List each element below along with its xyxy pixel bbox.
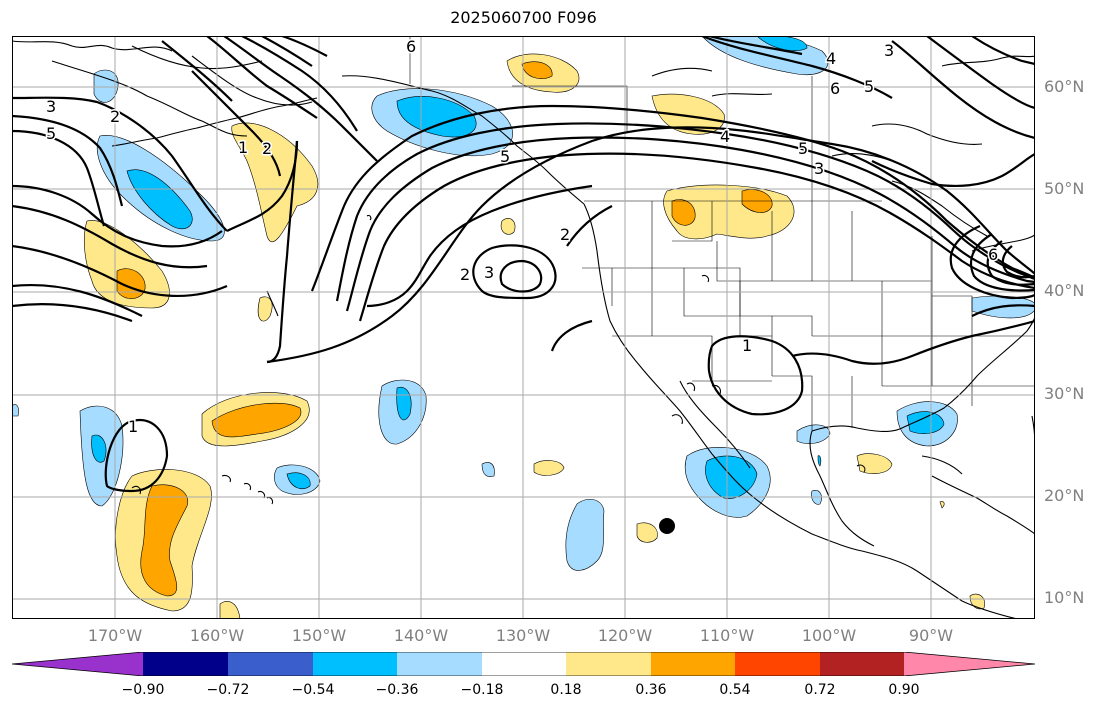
lat-label: 60°N — [1044, 77, 1085, 96]
colorbar-segment — [566, 652, 651, 676]
contour-label: 1 — [128, 417, 138, 436]
contour-label: 5 — [46, 124, 56, 143]
contour-label: 3 — [884, 41, 894, 60]
lon-label: 140°W — [393, 626, 449, 645]
colorbar-segment — [12, 652, 143, 676]
colorbar-tick: −0.72 — [206, 682, 250, 698]
colorbar-segment — [735, 652, 820, 676]
contour-label: 2 — [110, 107, 120, 126]
political-borders — [409, 36, 1035, 431]
contour-label: 1 — [742, 336, 752, 355]
contour-label: 6 — [406, 37, 416, 56]
map-panel: 6 3 5 2 1 2 5 3 2 3 2 4 4 6 5 3 5 1 1 6 — [12, 36, 1035, 619]
colorbar-tick: 0.72 — [804, 682, 836, 698]
colorbar-tick: −0.36 — [375, 682, 419, 698]
colorbar-tick: 0.54 — [719, 682, 751, 698]
anomaly-area — [969, 593, 985, 610]
anomaly-area — [140, 484, 189, 597]
anomaly-area — [817, 455, 822, 467]
contour-label: 3 — [484, 263, 494, 282]
anomaly-area — [93, 69, 119, 103]
anomaly-area — [257, 296, 273, 322]
colorbar-segment — [904, 652, 1035, 676]
anomaly-area — [671, 199, 696, 226]
colorbar-tick: −0.18 — [460, 682, 504, 698]
lon-label: 170°W — [87, 626, 143, 645]
anomaly-area — [126, 169, 193, 230]
lat-label: 30°N — [1044, 384, 1085, 403]
anomaly-area — [856, 453, 893, 474]
anomaly-area — [286, 472, 311, 489]
anomaly-area — [565, 498, 605, 571]
colorbar-segment — [397, 652, 482, 676]
anomaly-area — [796, 424, 831, 444]
colorbar-tick: 0.18 — [550, 682, 582, 698]
anomaly-area — [91, 434, 107, 463]
map-title: 2025060700 F096 — [450, 8, 597, 27]
contour-label: 2 — [560, 225, 570, 244]
colorbar — [12, 652, 1036, 676]
lon-label: 90°W — [908, 626, 954, 645]
lat-label: 40°N — [1044, 281, 1085, 300]
contour-label: 6 — [988, 245, 998, 264]
anomaly-area — [12, 404, 19, 417]
colorbar-segment — [482, 652, 566, 676]
contour-lines — [12, 36, 1035, 493]
colorbar-tick: 0.36 — [635, 682, 667, 698]
colorbar-tick: −0.54 — [291, 682, 335, 698]
contour-value-labels: 6 3 5 2 1 2 5 3 2 3 2 4 4 6 5 3 5 1 1 6 — [45, 36, 1000, 438]
anomaly-area — [211, 402, 302, 438]
anomaly-area — [906, 411, 945, 434]
colorbar-segment — [820, 652, 904, 676]
contour-label: 4 — [826, 49, 836, 68]
anomaly-area — [521, 61, 553, 79]
colorbar-segment — [313, 652, 397, 676]
contour-label: 3 — [814, 159, 824, 178]
location-marker — [659, 518, 675, 534]
anomaly-area — [396, 96, 477, 138]
colorbar-segment — [651, 652, 735, 676]
colorbar-tick: 0.90 — [888, 682, 920, 698]
map-frame — [12, 36, 1035, 619]
coastlines — [12, 40, 1035, 619]
contour-label: 1 — [238, 138, 248, 157]
anomaly-area — [533, 460, 565, 476]
anomaly-area — [636, 522, 658, 543]
lon-label: 160°W — [189, 626, 245, 645]
anomaly-area — [756, 36, 808, 51]
anomaly-area — [481, 462, 495, 477]
lon-label: 100°W — [801, 626, 857, 645]
colorbar-segment — [228, 652, 313, 676]
contour-label: 2 — [262, 139, 272, 158]
contour-label: 5 — [864, 77, 874, 96]
lon-label: 130°W — [495, 626, 551, 645]
lat-label: 10°N — [1044, 588, 1085, 607]
lon-label: 110°W — [699, 626, 755, 645]
shaded-anomalies — [12, 36, 1035, 619]
lat-label: 50°N — [1044, 179, 1085, 198]
contour-label: 2 — [460, 265, 470, 284]
anomaly-area — [939, 501, 945, 509]
lon-label: 150°W — [291, 626, 347, 645]
gridlines — [12, 36, 1035, 619]
lon-label: 120°W — [597, 626, 653, 645]
contour-label: 3 — [46, 97, 56, 116]
contour-label: 6 — [830, 79, 840, 98]
contour-label: 5 — [798, 139, 808, 158]
anomaly-area — [219, 601, 241, 619]
anomaly-area — [500, 218, 516, 235]
contour-label: 5 — [500, 147, 510, 166]
contour-label: 4 — [720, 127, 730, 146]
colorbar-segment — [143, 652, 228, 676]
colorbar-tick: −0.90 — [121, 682, 165, 698]
lat-label: 20°N — [1044, 486, 1085, 505]
